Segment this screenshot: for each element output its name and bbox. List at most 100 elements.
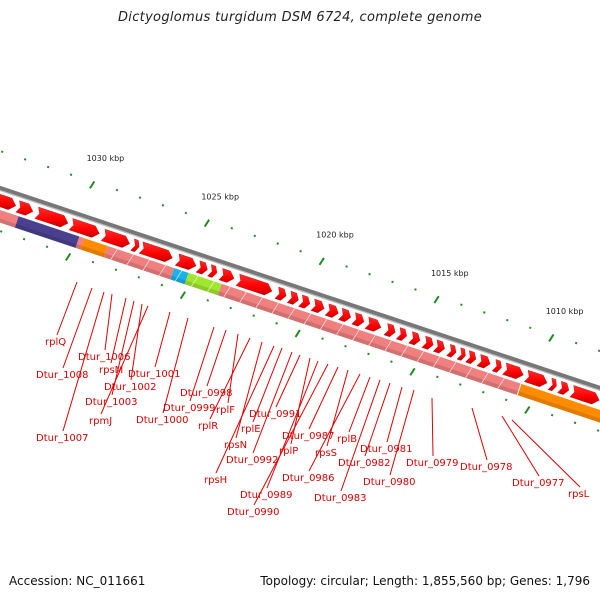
cds-divider xyxy=(207,281,215,293)
gene-label: Dtur_0987 xyxy=(282,431,335,442)
minor-tick xyxy=(230,226,234,230)
cds-divider xyxy=(126,254,134,266)
major-tick xyxy=(203,219,210,228)
cds-divider xyxy=(497,377,505,389)
label-leader-line xyxy=(364,382,391,457)
gene-arrow xyxy=(502,362,524,380)
gene-arrow xyxy=(174,253,197,270)
gene-label: Dtur_0986 xyxy=(282,473,335,484)
inner-tick xyxy=(481,390,485,394)
label-leader-line xyxy=(189,326,215,402)
minor-tick xyxy=(506,318,509,322)
cds-track xyxy=(0,210,600,423)
minor-tick xyxy=(483,311,486,314)
gene-label: Dtur_0989 xyxy=(240,490,293,501)
label-leader-line xyxy=(308,366,339,430)
gene-label: rplR xyxy=(198,421,218,432)
scale-label: 1030 kbp xyxy=(87,154,125,163)
gene-label: Dtur_1006 xyxy=(78,352,131,363)
inner-tick xyxy=(504,398,508,402)
backbone xyxy=(0,185,600,392)
cds-block-shade xyxy=(0,218,17,228)
inner-tick xyxy=(550,413,554,417)
gene-arrow xyxy=(547,377,557,392)
label-leader-line xyxy=(326,369,349,447)
inner-tick xyxy=(294,329,301,338)
topology-text: Topology: circular; Length: 1,855,560 bp… xyxy=(260,574,590,588)
gene-arrow xyxy=(218,268,235,283)
gene-arrow xyxy=(432,339,445,354)
minor-tick xyxy=(276,242,279,245)
label-leader-line xyxy=(215,345,275,474)
cds-block-shade xyxy=(184,280,220,296)
cds-divider xyxy=(287,308,296,319)
gene-arrow xyxy=(408,331,421,346)
gene-label: Dtur_1003 xyxy=(85,397,138,408)
cds-block-shade xyxy=(217,291,518,395)
cds-divider xyxy=(271,302,279,314)
minor-tick xyxy=(345,265,348,268)
gene-label: Dtur_1000 xyxy=(136,415,189,426)
gene-arrow xyxy=(364,316,382,332)
gene-label: Dtur_1002 xyxy=(104,382,157,393)
inner-tick xyxy=(252,314,255,317)
label-leader-line xyxy=(340,379,381,492)
gene-label: Dtur_0991 xyxy=(249,409,302,420)
minor-tick xyxy=(69,173,73,176)
cds-block xyxy=(517,383,600,423)
inner-tick xyxy=(137,276,141,279)
cds-divider xyxy=(416,351,425,362)
label-lines xyxy=(56,281,581,506)
minor-tick xyxy=(414,288,417,291)
gene-arrow xyxy=(207,264,218,278)
cds-divider xyxy=(400,345,408,357)
scale-label: 1020 kbp xyxy=(316,231,354,240)
gene-label: Dtur_0982 xyxy=(338,458,391,469)
label-leader-line xyxy=(252,347,283,423)
cds-divider xyxy=(174,270,183,282)
inner-tick xyxy=(367,352,370,356)
inner-tick xyxy=(436,375,439,379)
minor-tick xyxy=(460,303,463,307)
label-leader-line xyxy=(62,287,93,369)
gene-arrow xyxy=(195,260,208,275)
cds-divider xyxy=(239,291,247,303)
label-leader-line xyxy=(227,333,239,404)
gene-arrow xyxy=(130,238,140,252)
cds-block xyxy=(217,283,521,395)
label-leader-line xyxy=(110,297,127,364)
gene-arrow xyxy=(68,218,100,238)
label-leader-line xyxy=(104,293,113,351)
gene-arrow xyxy=(310,298,325,313)
cds-divider xyxy=(191,275,199,287)
gene-arrow xyxy=(569,385,600,405)
cds-divider xyxy=(449,361,457,373)
cds-divider xyxy=(110,248,118,260)
cds-block xyxy=(0,210,19,228)
gene-arrow xyxy=(34,206,69,228)
cds-divider xyxy=(158,265,166,276)
cds-block xyxy=(170,268,189,285)
cds-block-shade xyxy=(80,245,106,258)
label-leader-line xyxy=(235,341,263,439)
cds-block-shade xyxy=(14,223,77,248)
cds-block xyxy=(75,236,85,250)
gene-arrow xyxy=(15,200,34,216)
gene-arrow xyxy=(456,347,466,361)
gene-label: rpsM xyxy=(99,365,123,376)
gene-label: Dtur_0983 xyxy=(314,493,367,504)
inner-tick xyxy=(344,345,347,348)
gene-label: Dtur_1008 xyxy=(36,370,89,381)
gene-arrow xyxy=(446,344,457,358)
gene-arrow xyxy=(324,303,339,318)
inner-tick xyxy=(206,299,210,302)
gene-label: Dtur_0979 xyxy=(406,458,459,469)
gene-label: Dtur_1001 xyxy=(128,369,181,380)
cds-block-shade xyxy=(75,244,82,250)
gene-label: Dtur_0992 xyxy=(226,455,279,466)
gene-label: Dtur_0998 xyxy=(180,388,233,399)
scale-label: 1025 kbp xyxy=(201,192,239,201)
inner-ticks xyxy=(0,230,600,432)
gene-label: rpsN xyxy=(224,440,247,451)
